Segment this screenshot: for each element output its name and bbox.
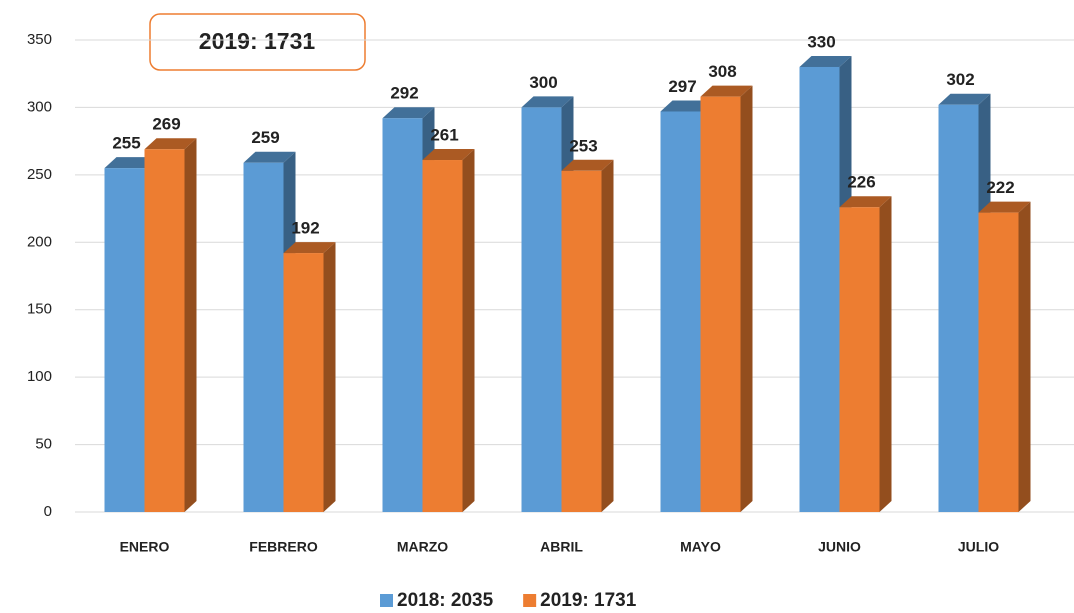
bar-front xyxy=(144,149,185,512)
grid: 0 50 100 150 200 250 300 350 xyxy=(27,31,1074,520)
bar xyxy=(422,149,475,512)
value-label: 259 xyxy=(251,128,279,147)
y-tick-label: 300 xyxy=(27,98,52,115)
bar-front xyxy=(799,66,840,512)
y-tick-label: 250 xyxy=(27,166,52,183)
y-tick-label: 0 xyxy=(44,503,52,520)
x-tick-label: JUNIO xyxy=(818,539,861,555)
bar-front xyxy=(700,96,741,512)
bar-front xyxy=(561,170,602,512)
bar-side xyxy=(740,85,753,512)
bar-side xyxy=(462,149,475,512)
bar-front xyxy=(243,162,284,512)
legend-swatch xyxy=(523,594,537,607)
value-label: 192 xyxy=(291,219,319,238)
y-tick-label: 50 xyxy=(35,436,52,453)
bar-side xyxy=(323,242,336,512)
legend-swatch xyxy=(380,594,393,607)
value-label: 261 xyxy=(430,126,458,145)
value-label: 255 xyxy=(112,134,140,153)
value-label: 269 xyxy=(152,115,180,134)
bar-top xyxy=(422,149,475,161)
x-tick-label: ABRIL xyxy=(540,539,583,555)
bar-side xyxy=(879,196,892,513)
y-tick-label: 350 xyxy=(27,31,52,48)
bar-side xyxy=(184,138,197,512)
x-tick-label: JULIO xyxy=(958,539,999,555)
bar-top xyxy=(660,100,713,112)
bar-top xyxy=(700,85,753,97)
bar-front xyxy=(521,107,562,512)
value-label: 300 xyxy=(529,73,557,92)
bar-front xyxy=(938,104,979,512)
bar-top xyxy=(938,93,991,105)
bar-front xyxy=(839,207,880,513)
value-label: 226 xyxy=(847,173,875,192)
value-label: 308 xyxy=(708,62,736,81)
value-label: 292 xyxy=(390,84,418,103)
x-tick-label: MAYO xyxy=(680,539,721,555)
bar-top xyxy=(521,96,574,108)
value-label: 302 xyxy=(946,70,974,89)
annotation: 2019: 1731 xyxy=(199,28,316,54)
bar-top xyxy=(144,138,197,150)
y-tick-label: 150 xyxy=(27,301,52,318)
bar-top xyxy=(978,201,1031,213)
bar xyxy=(283,242,336,512)
bar-front xyxy=(978,212,1019,513)
bar-side xyxy=(1018,201,1031,513)
bar-front xyxy=(382,118,423,513)
bar-front xyxy=(104,168,145,512)
value-label: 297 xyxy=(668,77,696,96)
value-label: 330 xyxy=(807,32,835,51)
bar-front xyxy=(283,253,324,512)
bar-top xyxy=(283,242,336,254)
bar-front xyxy=(660,111,701,512)
bar xyxy=(839,196,892,513)
y-tick-label: 100 xyxy=(27,368,52,385)
x-tick-label: ENERO xyxy=(120,539,170,555)
x-tick-label: MARZO xyxy=(397,539,448,555)
value-label: 253 xyxy=(569,136,597,155)
y-tick-label: 200 xyxy=(27,233,52,250)
x-tick-label: FEBRERO xyxy=(249,539,318,555)
bar-side xyxy=(601,159,614,512)
bar-top xyxy=(382,107,435,119)
bar-top xyxy=(561,159,614,171)
bar xyxy=(144,138,197,512)
bar-top xyxy=(243,151,296,163)
bar-top xyxy=(799,55,852,67)
legend-label: 2018: 2035 xyxy=(397,590,494,611)
annotation-box xyxy=(149,13,366,71)
legend-label: 2019: 1731 xyxy=(540,590,637,611)
bar xyxy=(978,201,1031,513)
bar-front xyxy=(422,160,463,512)
bar-top xyxy=(839,196,892,208)
value-label: 222 xyxy=(986,178,1014,197)
bar-top xyxy=(104,157,157,169)
bar xyxy=(561,159,614,512)
bar xyxy=(700,85,753,512)
